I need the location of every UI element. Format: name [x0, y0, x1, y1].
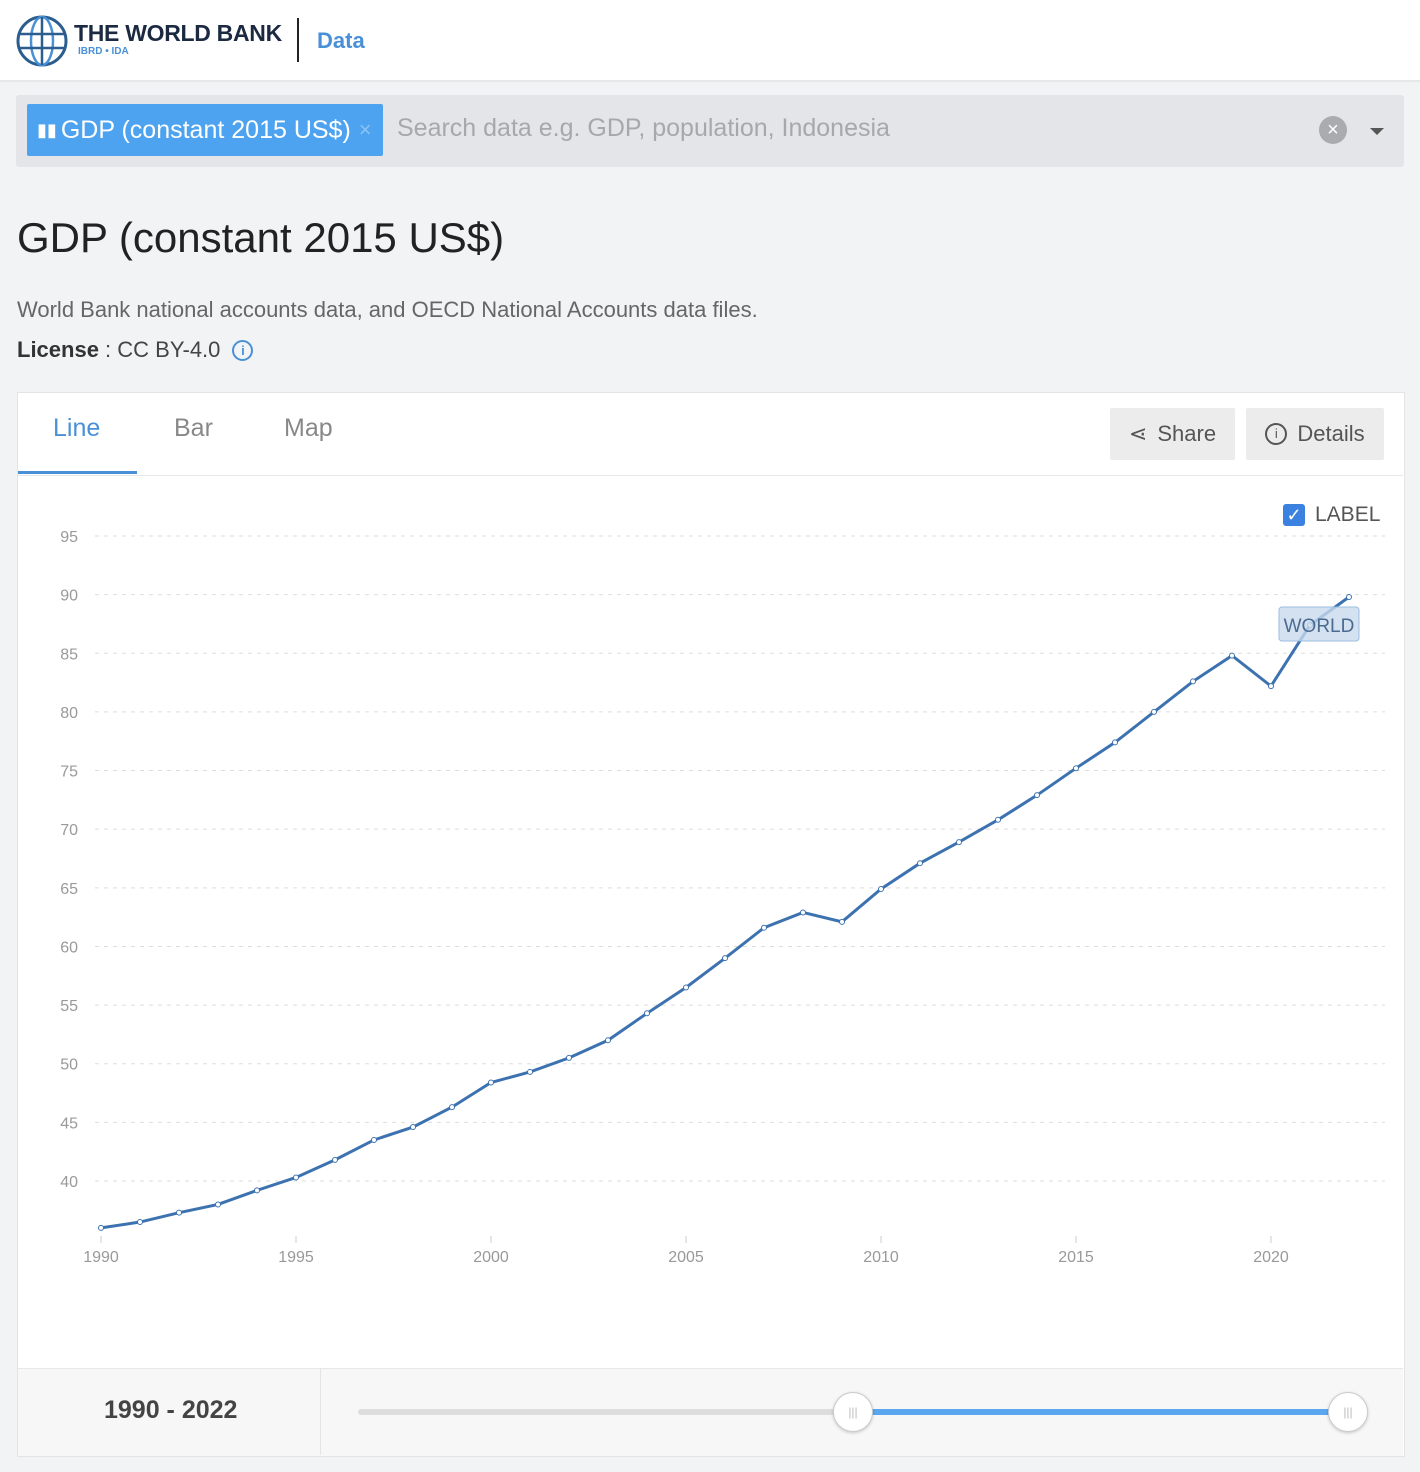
data-point: [254, 1187, 260, 1194]
tab-line[interactable]: Line: [53, 414, 101, 442]
info-icon[interactable]: i: [232, 340, 254, 361]
series-line-world: [100, 595, 1350, 1230]
data-point: [566, 1054, 572, 1061]
indicator-chip[interactable]: ▮▮ GDP (constant 2015 US$) ×: [27, 104, 383, 156]
data-point: [605, 1037, 611, 1044]
data-point: [644, 1010, 650, 1017]
tab-divider: [18, 475, 1403, 476]
data-point: [176, 1209, 182, 1216]
logo-subtitle: IBRD • IDA: [78, 46, 129, 57]
data-point: [722, 955, 728, 962]
data-point: [527, 1068, 533, 1075]
license-label: License: [17, 337, 99, 362]
data-point: [371, 1136, 377, 1143]
y-tick-label: 70: [60, 822, 78, 839]
data-point: [1112, 739, 1118, 746]
y-tick-label: 60: [60, 939, 78, 956]
data-point: [917, 860, 923, 867]
tab-map[interactable]: Map: [284, 414, 333, 442]
chart-panel: [17, 392, 1405, 1457]
data-point: [1268, 683, 1274, 690]
label-checkbox-text: LABEL: [1315, 503, 1381, 526]
y-tick-label: 90: [60, 588, 78, 605]
data-link[interactable]: Data: [317, 28, 365, 53]
line-chart: 40 45 50 55 60 65 70 75 80 85 90 95 1990 1995 2000 2005…: [60, 529, 1385, 1266]
share-icon: ⋖: [1128, 421, 1148, 446]
tab-bar[interactable]: Bar: [174, 414, 213, 442]
x-tick-label: 1995: [278, 1249, 314, 1266]
data-point: [1151, 708, 1157, 715]
data-point: [800, 909, 806, 916]
data-point: [1346, 593, 1352, 600]
chip-remove-icon[interactable]: ×: [358, 117, 372, 142]
active-tab-indicator: [18, 471, 137, 474]
bar-chart-icon: ▮▮: [37, 119, 57, 140]
data-point: [332, 1156, 338, 1163]
data-point: [488, 1079, 494, 1086]
checkbox-checked-icon[interactable]: ✓: [1283, 504, 1305, 526]
series-label-box: [1278, 606, 1360, 642]
data-point: [1034, 792, 1040, 799]
page-title: GDP (constant 2015 US$): [17, 214, 505, 261]
data-point: [878, 885, 884, 892]
x-tick-label: 1990: [83, 1249, 119, 1266]
world-bank-globe-icon: [16, 15, 68, 67]
header-divider: [297, 18, 299, 62]
y-tick-label: 55: [60, 998, 78, 1015]
clear-search-icon[interactable]: ×: [1319, 116, 1347, 144]
y-tick-label: 75: [60, 764, 78, 781]
data-point: [293, 1174, 299, 1181]
year-range-label: 1990 - 2022: [104, 1396, 238, 1424]
data-point: [1229, 652, 1235, 659]
data-point: [1190, 678, 1196, 685]
chip-label: GDP (constant 2015 US$): [60, 115, 351, 144]
data-point: [98, 1224, 104, 1231]
top-header: [0, 0, 1420, 82]
y-tick-label: 40: [60, 1174, 78, 1191]
range-divider: [320, 1368, 321, 1455]
share-button[interactable]: ⋖ Share: [1110, 408, 1235, 460]
data-source: World Bank national accounts data, and O…: [17, 297, 758, 322]
x-tick-label: 2005: [668, 1249, 704, 1266]
x-tick-label: 2000: [473, 1249, 509, 1266]
license: License : CC BY-4.0 i: [17, 337, 254, 363]
data-point: [956, 839, 962, 846]
data-point: [1073, 765, 1079, 772]
details-button[interactable]: i Details: [1246, 408, 1384, 460]
data-point: [683, 984, 689, 991]
label-checkbox[interactable]: ✓ LABEL: [1283, 503, 1380, 527]
share-label: Share: [1157, 421, 1217, 446]
logo-title[interactable]: THE WORLD BANK: [74, 20, 282, 46]
y-tick-label: 85: [60, 646, 78, 663]
y-tick-label: 80: [60, 705, 78, 722]
range-start-handle[interactable]: |||: [833, 1392, 873, 1432]
data-point: [761, 924, 767, 931]
search-placeholder[interactable]: Search data e.g. GDP, population, Indone…: [397, 114, 890, 142]
y-tick-label: 45: [60, 1115, 78, 1132]
data-point: [995, 816, 1001, 823]
info-circle-icon: i: [1265, 423, 1288, 445]
data-point: [137, 1219, 143, 1226]
license-value: : CC BY-4.0: [98, 337, 221, 362]
y-tick-label: 50: [60, 1057, 78, 1074]
range-end-handle[interactable]: |||: [1328, 1392, 1368, 1432]
series-label: WORLD: [1284, 616, 1355, 637]
details-label: Details: [1297, 421, 1365, 446]
data-point: [215, 1201, 221, 1208]
data-point: [839, 918, 845, 925]
data-point: [410, 1124, 416, 1131]
dropdown-caret-icon[interactable]: [1370, 128, 1384, 135]
data-point: [449, 1104, 455, 1111]
y-tick-label: 65: [60, 881, 78, 898]
x-tick-label: 2015: [1058, 1249, 1094, 1266]
range-slider-fill: [853, 1409, 1348, 1415]
x-tick-label: 2020: [1253, 1249, 1289, 1266]
y-tick-label: 95: [60, 529, 78, 546]
x-tick-label: 2010: [863, 1249, 899, 1266]
